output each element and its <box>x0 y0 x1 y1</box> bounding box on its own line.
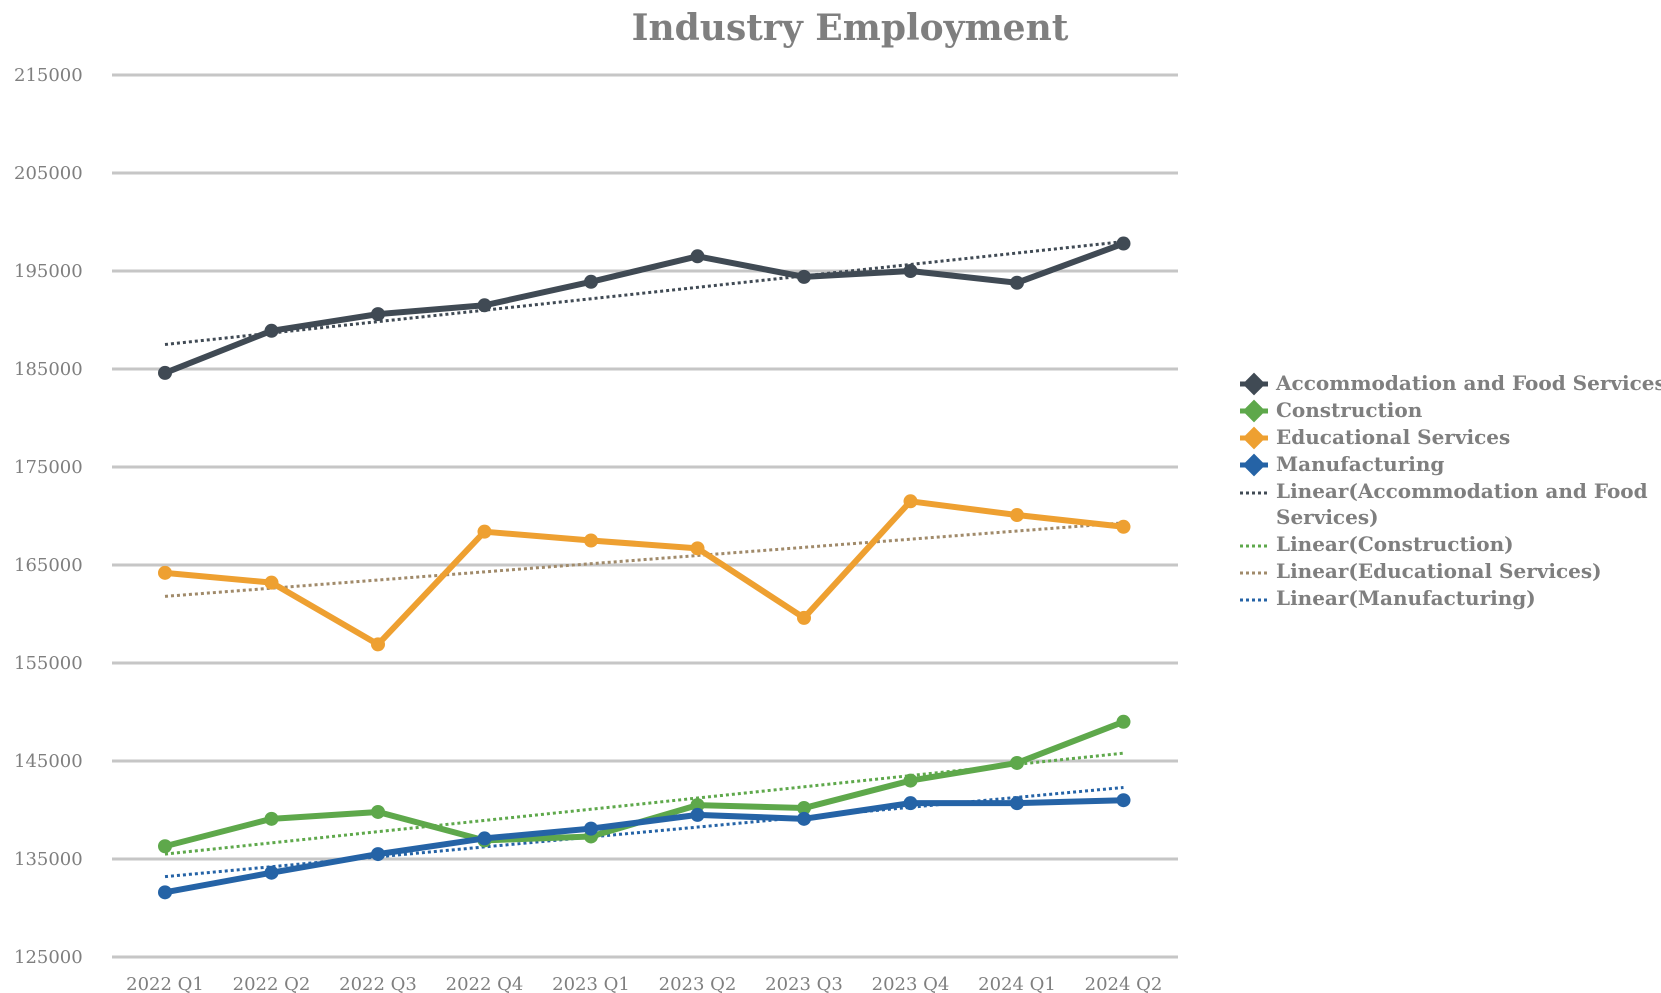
x-tick-label: 2024 Q2 <box>1085 974 1163 993</box>
x-axis-tick-labels: 2022 Q1 2022 Q2 2022 Q3 2022 Q4 2023 Q1 2023 … <box>126 974 1162 993</box>
y-tick-label: 125000 <box>14 947 83 968</box>
data-point <box>903 796 918 811</box>
x-tick-label: 2022 Q1 <box>126 974 204 993</box>
data-point <box>158 365 172 380</box>
legend-label: Educational Services <box>1276 425 1510 449</box>
data-point <box>797 269 811 284</box>
y-tick-label: 205000 <box>14 163 83 184</box>
data-point <box>158 565 172 580</box>
data-point <box>1010 755 1024 770</box>
legend-label: Linear(Manufacturing) <box>1276 586 1536 610</box>
y-tick-label: 165000 <box>14 555 83 576</box>
data-point <box>903 264 918 278</box>
x-tick-label: 2022 Q2 <box>233 974 311 993</box>
data-point <box>690 807 705 822</box>
data-point <box>584 533 598 548</box>
data-point <box>690 249 705 264</box>
y-tick-label: 145000 <box>14 751 83 772</box>
legend-marker <box>1242 426 1266 450</box>
data-point <box>371 804 385 819</box>
data-point <box>584 274 598 289</box>
data-point <box>1116 236 1131 251</box>
data-point <box>1116 793 1131 808</box>
data-point <box>1010 508 1024 523</box>
trendline <box>164 240 1124 346</box>
series-line <box>162 240 1127 376</box>
data-point <box>1010 275 1024 290</box>
data-point <box>264 323 279 338</box>
trendline <box>164 751 1124 856</box>
data-point <box>797 811 811 826</box>
data-point <box>1116 519 1131 534</box>
data-point <box>797 610 811 625</box>
legend-label: Construction <box>1276 398 1423 422</box>
legend-label: Manufacturing <box>1276 452 1444 476</box>
x-tick-label: 2024 Q1 <box>978 974 1056 993</box>
gridlines <box>112 73 1178 959</box>
data-point <box>903 773 918 788</box>
x-tick-label: 2022 Q4 <box>446 974 524 993</box>
series-line <box>162 718 1127 850</box>
data-point <box>903 494 918 509</box>
legend-label: Linear(Accommodation and Food Services) <box>1276 479 1648 529</box>
data-point <box>371 847 385 862</box>
data-point <box>264 865 279 880</box>
data-point <box>1116 714 1131 729</box>
data-series <box>158 236 1131 900</box>
y-tick-label: 175000 <box>14 457 83 478</box>
y-tick-label: 185000 <box>14 359 83 380</box>
data-point <box>690 798 705 813</box>
legend-label: Linear(Construction) <box>1276 532 1514 556</box>
x-tick-label: 2023 Q4 <box>872 974 950 993</box>
y-tick-label: 195000 <box>14 261 83 282</box>
legend-marker <box>1242 453 1266 477</box>
x-tick-label: 2023 Q3 <box>765 974 843 993</box>
y-tick-label: 135000 <box>14 849 83 870</box>
legend: Accommodation and Food Services Construct… <box>1240 371 1661 610</box>
data-point <box>158 839 172 854</box>
trendline <box>164 521 1124 598</box>
data-point <box>477 298 492 313</box>
x-tick-label: 2022 Q3 <box>339 974 417 993</box>
legend-marker <box>1242 399 1266 423</box>
series-line <box>162 797 1127 896</box>
data-point <box>584 821 598 836</box>
chart-title: Industry Employment <box>632 7 1069 49</box>
data-point <box>477 831 492 846</box>
data-point <box>264 811 279 826</box>
trendlines <box>164 240 1124 879</box>
legend-label: Linear(Educational Services) <box>1276 559 1602 583</box>
y-tick-label: 155000 <box>14 653 83 674</box>
series-line <box>162 498 1127 648</box>
y-axis-tick-labels: 125000 135000 145000 155000 165000 175000 1850… <box>14 65 83 968</box>
x-tick-label: 2023 Q2 <box>659 974 737 993</box>
data-point <box>371 307 385 322</box>
data-point <box>690 541 705 556</box>
legend-label: Accommodation and Food Services <box>1275 371 1661 395</box>
legend-marker <box>1242 372 1266 396</box>
data-point <box>371 637 385 652</box>
trendline <box>164 785 1124 879</box>
x-tick-label: 2023 Q1 <box>552 974 630 993</box>
data-point <box>264 575 279 590</box>
data-point <box>477 524 492 539</box>
data-point <box>797 801 811 816</box>
data-point <box>1010 796 1024 811</box>
data-point <box>158 885 172 900</box>
y-tick-label: 215000 <box>14 65 83 86</box>
